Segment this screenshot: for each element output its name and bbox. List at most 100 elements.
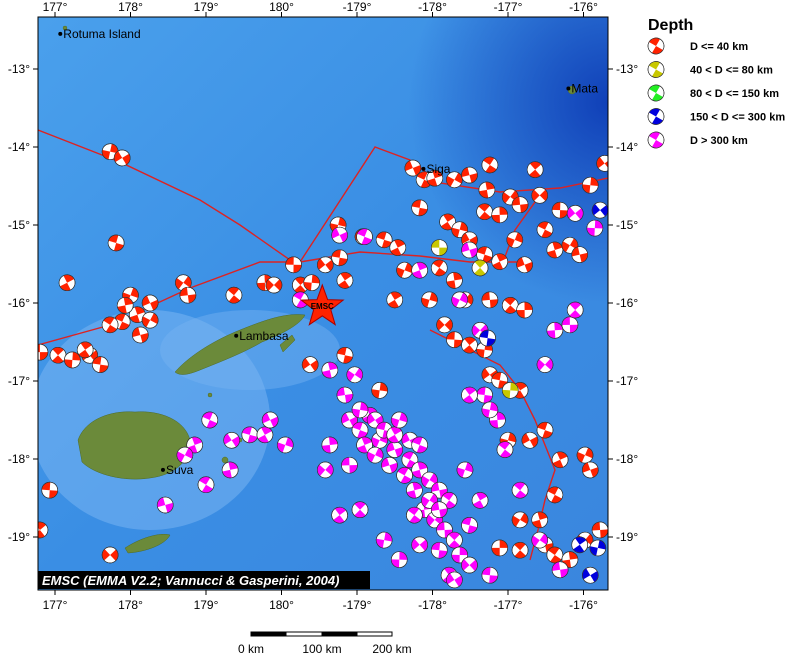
credit-box [38,571,370,589]
event-beachball [156,496,174,514]
event-beachball [446,571,463,589]
lon-tick-label: -179° [343,0,372,14]
event-beachball [406,506,423,524]
lat-tick-label: -15° [616,218,638,232]
event-beachball [571,246,589,263]
scale-bar: 0 km 100 km 200 km [238,631,412,654]
event-beachball [386,426,404,444]
lon-tick-label: 177° [43,598,68,612]
event-beachball [351,401,369,419]
event-beachball [566,205,584,222]
event-beachball [471,492,489,509]
event-beachball [436,521,453,539]
event-beachball [511,541,529,559]
event-beachball [411,536,428,554]
epicenter-marker[interactable]: EMSC [299,283,345,326]
event-beachball [225,286,243,304]
event-beachball [101,316,119,334]
event-beachball [256,426,274,444]
place-marker [58,31,63,36]
event-beachball [546,321,564,339]
event-beachball [451,291,468,309]
event-beachball [586,219,604,237]
event-beachball [451,546,468,564]
event-beachball [491,206,508,224]
event-beachball [478,181,496,199]
lat-tick-label: -17° [616,374,638,388]
event-beachball [401,451,419,469]
event-beachball [430,259,448,277]
event-beachball [76,341,94,359]
event-beachball [396,467,413,484]
event-beachball [511,511,529,529]
epicenter-label: EMSC [311,302,334,311]
event-beachball [581,461,599,479]
place-label: Mata [571,82,598,96]
event-beachball [301,356,319,373]
legend-label: 80 < D <= 150 km [690,88,779,100]
event-beachball [406,481,423,499]
event-beachball [38,343,49,361]
event-beachball [451,221,468,238]
event-beachball [481,566,499,584]
lon-tick-label: -178° [418,598,447,612]
event-beachball [551,561,569,579]
event-beachball [479,329,496,347]
legend-label: 150 < D <= 300 km [690,112,785,124]
event-beachball [386,441,404,458]
event-beachball [356,436,373,454]
lat-tick-label: -14° [616,140,638,154]
event-beachball [411,436,428,454]
place-marker [160,467,165,472]
event-beachball [430,239,448,256]
event-beachball [176,446,194,464]
event-beachball [491,539,508,557]
event-beachball [456,461,474,479]
event-beachball [351,421,369,439]
event-beachball [516,301,533,319]
event-beachball [430,501,448,519]
event-beachball [561,551,579,568]
event-beachball [38,521,49,539]
event-beachball [581,176,599,194]
event-beachball [476,246,493,263]
event-beachball [531,511,549,529]
legend-beachball-g [647,84,665,102]
event-beachball [411,199,428,217]
event-beachball [511,481,529,499]
lat-tick-label: -17° [8,374,30,388]
place-marker [566,86,571,91]
event-beachball [381,456,398,474]
event-beachball [41,481,59,499]
event-beachball [389,239,407,256]
lat-tick-label: -18° [616,452,638,466]
event-beachball [265,276,283,294]
event-beachball [476,203,493,221]
lon-tick-label: -177° [494,598,523,612]
legend: Depth D <= 40 km 40 < D <= 80 km 80 < D <=… [647,17,785,149]
event-beachball [375,531,393,549]
event-beachball [386,291,404,309]
event-beachball [179,286,197,304]
place-marker [421,166,426,171]
legend-beachball-b [647,108,665,125]
event-beachball [581,566,599,584]
legend-label: D <= 40 km [690,41,748,53]
event-beachball [430,541,448,559]
scale-label-0: 0 km [238,642,264,654]
event-beachball [531,187,549,204]
event-beachball [421,471,438,489]
event-beachball [491,253,508,270]
lon-tick-label: 180° [269,0,294,14]
event-beachball [481,401,499,419]
event-beachball [331,249,348,267]
place-labels: Rotuma Island Mata Siga Lambasa Suva [58,27,598,477]
lon-tick-label: 178° [118,0,143,14]
event-beachball [101,546,119,564]
lat-tick-label: -14° [8,140,30,154]
event-beachball [321,361,339,379]
event-beachball [390,411,408,429]
event-beachball [107,234,125,252]
lon-tick-label: 179° [194,598,219,612]
event-beachball [132,326,149,344]
